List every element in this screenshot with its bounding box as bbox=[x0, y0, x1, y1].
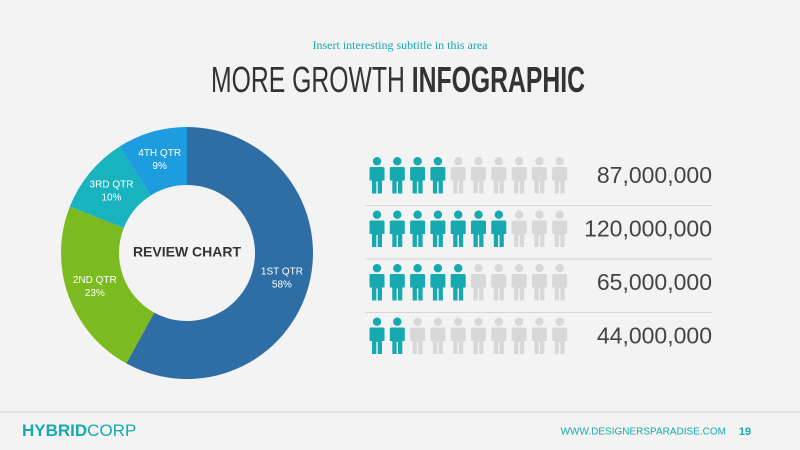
slice-category: 1ST QTR bbox=[261, 266, 303, 277]
donut-slice bbox=[126, 127, 313, 379]
person-icon bbox=[389, 210, 405, 247]
person-icon bbox=[410, 157, 426, 194]
person-icon bbox=[430, 317, 446, 354]
title: MORE GROWTH INFOGRAPHIC bbox=[211, 59, 585, 100]
person-icon bbox=[389, 157, 405, 194]
brand: HYBRIDCORP bbox=[22, 421, 136, 440]
brand-light: CORP bbox=[87, 421, 136, 440]
row-value: 120,000,000 bbox=[584, 216, 712, 242]
row-value: 65,000,000 bbox=[597, 269, 712, 295]
person-icon bbox=[531, 264, 547, 301]
row-value: 87,000,000 bbox=[597, 162, 712, 188]
person-icon bbox=[491, 210, 507, 247]
slice-category: 3RD QTR bbox=[90, 179, 134, 190]
person-icon bbox=[471, 317, 486, 354]
icon-row bbox=[369, 317, 568, 354]
center-label: REVIEW CHART bbox=[133, 244, 242, 260]
title-bold: INFOGRAPHIC bbox=[412, 59, 585, 100]
person-icon bbox=[511, 210, 527, 247]
row-value: 44,000,000 bbox=[597, 323, 712, 349]
person-icon bbox=[410, 317, 426, 354]
person-icon bbox=[552, 317, 568, 354]
person-icon bbox=[491, 264, 507, 301]
person-icon bbox=[389, 264, 405, 301]
person-icon bbox=[552, 210, 568, 247]
person-icon bbox=[430, 264, 446, 301]
page-number: 19 bbox=[739, 426, 751, 438]
person-icon bbox=[511, 317, 527, 354]
person-icon bbox=[511, 264, 527, 301]
donut-slice bbox=[61, 206, 155, 364]
slice-category: 4TH QTR bbox=[138, 148, 181, 159]
person-icon bbox=[369, 317, 385, 354]
icon-row bbox=[369, 264, 568, 301]
person-icon bbox=[552, 157, 568, 194]
person-icon bbox=[369, 210, 385, 247]
brand-bold: HYBRID bbox=[22, 421, 87, 440]
website: WWW.DESIGNERSPARADISE.COM bbox=[561, 427, 726, 438]
person-icon bbox=[410, 264, 426, 301]
person-icon bbox=[450, 157, 466, 194]
person-icon bbox=[450, 210, 466, 247]
title-light: MORE GROWTH bbox=[211, 59, 405, 100]
person-icon bbox=[450, 317, 466, 354]
person-icon bbox=[389, 317, 405, 354]
icon-row bbox=[369, 157, 568, 194]
person-icon bbox=[450, 264, 466, 301]
person-icon bbox=[491, 317, 507, 354]
person-icon bbox=[471, 210, 486, 247]
person-icon bbox=[531, 157, 547, 194]
person-icon bbox=[552, 264, 568, 301]
slice-value: 58% bbox=[272, 279, 292, 290]
subtitle: Insert interesting subtitle in this area bbox=[313, 38, 489, 52]
slice-label: 1ST QTR 58% bbox=[261, 266, 303, 290]
slice-category: 2ND QTR bbox=[73, 275, 117, 286]
slice-label: 2ND QTR 23% bbox=[73, 275, 117, 299]
slice-value: 10% bbox=[101, 192, 121, 203]
person-icon bbox=[430, 157, 446, 194]
donut-hole bbox=[119, 185, 255, 321]
person-icon bbox=[471, 157, 486, 194]
person-icon bbox=[491, 157, 507, 194]
slice-label: 4TH QTR 9% bbox=[138, 148, 181, 172]
person-icon bbox=[410, 210, 426, 247]
person-icon bbox=[531, 210, 547, 247]
donut-slice bbox=[119, 127, 187, 196]
slice-label: 3RD QTR 10% bbox=[90, 179, 134, 203]
icon-row bbox=[369, 210, 568, 247]
person-icon bbox=[531, 317, 547, 354]
slice-value: 9% bbox=[152, 161, 167, 172]
person-icon bbox=[369, 157, 385, 194]
donut-slice bbox=[69, 146, 151, 228]
person-icon bbox=[430, 210, 446, 247]
slice-value: 23% bbox=[85, 288, 105, 299]
person-icon bbox=[511, 157, 527, 194]
person-icon bbox=[471, 264, 486, 301]
person-icon bbox=[369, 264, 385, 301]
